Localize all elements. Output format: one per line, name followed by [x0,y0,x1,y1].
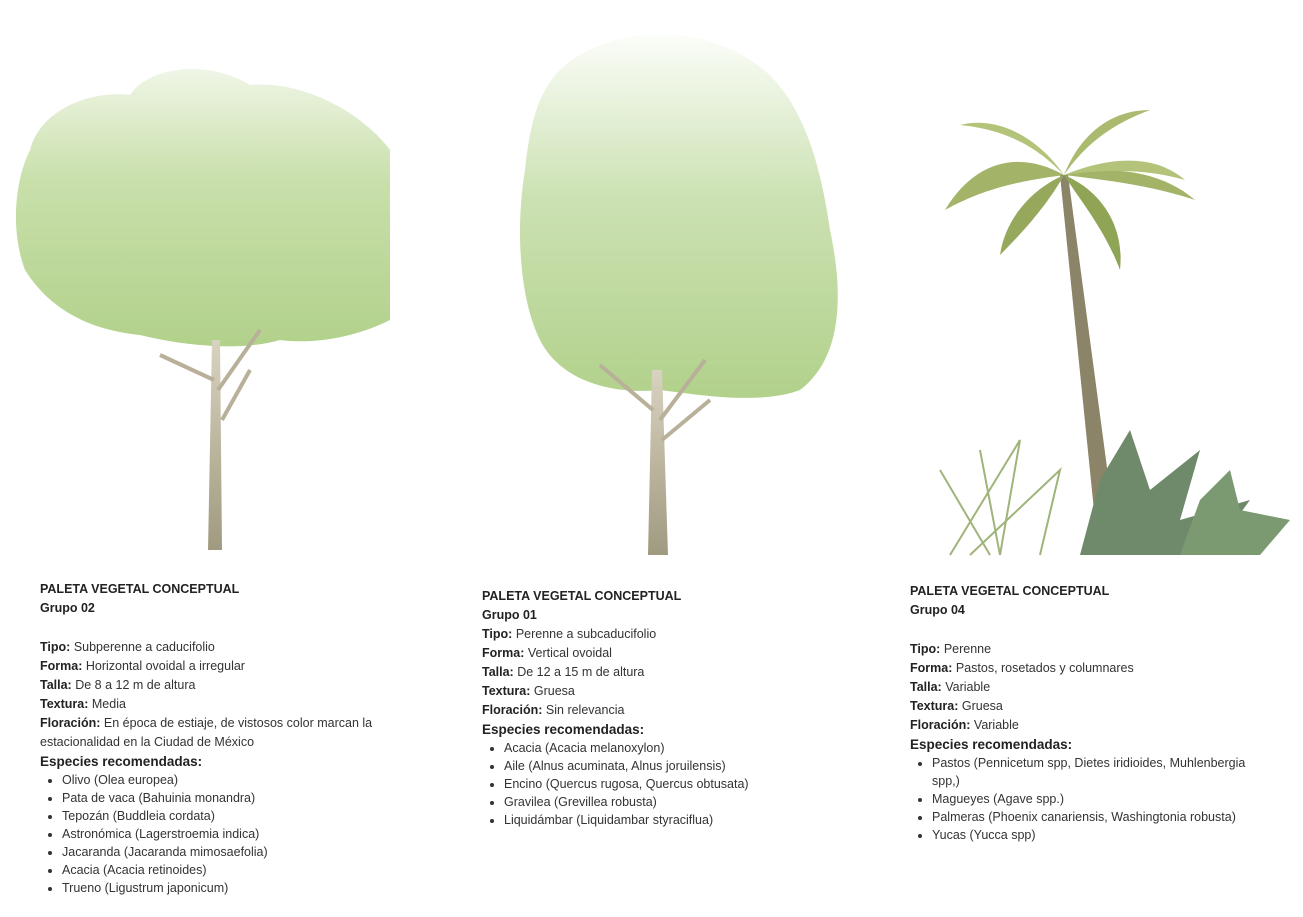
property-label: Forma: [482,646,524,660]
property: Floración: En época de estiaje, de visto… [40,714,390,752]
property: Forma: Horizontal ovoidal a irregular [40,657,390,676]
heading: PALETA VEGETAL CONCEPTUAL [910,582,1260,601]
species-item: Trueno (Ligustrum japonicum) [62,879,390,897]
property-label: Floración: [40,716,100,730]
property-label: Textura: [482,684,530,698]
property-value: Pastos, rosetados y columnares [956,661,1134,675]
property: Tipo: Perenne [910,640,1260,659]
species-heading: Especies recomendadas: [482,720,862,739]
group-label: Grupo 04 [910,601,1260,620]
property-value: Horizontal ovoidal a irregular [86,659,245,673]
heading: PALETA VEGETAL CONCEPTUAL [40,580,390,599]
property-label: Forma: [40,659,82,673]
property: Talla: De 8 a 12 m de altura [40,676,390,695]
species-item: Pastos (Pennicetum spp, Dietes iridioide… [932,754,1262,790]
species-item: Astronómica (Lagerstroemia indica) [62,825,390,843]
species-item: Palmeras (Phoenix canariensis, Washingto… [932,808,1262,826]
page: PALETA VEGETAL CONCEPTUALGrupo 02Tipo: S… [0,0,1303,917]
property: Textura: Media [40,695,390,714]
species-heading: Especies recomendadas: [910,735,1260,754]
property-value: Media [92,697,126,711]
species-item: Magueyes (Agave spp.) [932,790,1262,808]
species-item: Olivo (Olea europea) [62,771,390,789]
palm-group-04 [940,110,1290,555]
property: Tipo: Subperenne a caducifolio [40,638,390,657]
species-item: Yucas (Yucca spp) [932,826,1262,844]
property-value: Variable [945,680,990,694]
property-value: Sin relevancia [546,703,625,717]
group-label: Grupo 02 [40,599,390,618]
property: Tipo: Perenne a subcaducifolio [482,625,862,644]
property: Floración: Variable [910,716,1260,735]
property-label: Textura: [40,697,88,711]
species-list: Acacia (Acacia melanoxylon)Aile (Alnus a… [482,739,862,829]
species-item: Pata de vaca (Bahuinia monandra) [62,789,390,807]
species-item: Tepozán (Buddleia cordata) [62,807,390,825]
property-label: Tipo: [482,627,512,641]
property-label: Talla: [40,678,72,692]
property-label: Talla: [482,665,514,679]
property-value: De 8 a 12 m de altura [75,678,195,692]
property-label: Talla: [910,680,942,694]
property-value: Gruesa [534,684,575,698]
property-label: Floración: [482,703,542,717]
property-label: Forma: [910,661,952,675]
property: Textura: Gruesa [482,682,862,701]
species-item: Jacaranda (Jacaranda mimosaefolia) [62,843,390,861]
property: Forma: Vertical ovoidal [482,644,862,663]
property-label: Textura: [910,699,958,713]
property-value: Subperenne a caducifolio [74,640,215,654]
species-list: Pastos (Pennicetum spp, Dietes iridioide… [910,754,1262,844]
property-value: Perenne a subcaducifolio [516,627,656,641]
property-label: Floración: [910,718,970,732]
group-label: Grupo 01 [482,606,862,625]
property: Talla: Variable [910,678,1260,697]
property: Forma: Pastos, rosetados y columnares [910,659,1260,678]
property: Talla: De 12 a 15 m de altura [482,663,862,682]
species-item: Acacia (Acacia retinoides) [62,861,390,879]
tree-group-01 [520,35,838,555]
property-label: Tipo: [910,642,940,656]
illustrations [0,0,1303,560]
species-list: Olivo (Olea europea)Pata de vaca (Bahuin… [40,771,390,897]
tree-group-02 [16,69,390,550]
property: Floración: Sin relevancia [482,701,862,720]
property-value: Gruesa [962,699,1003,713]
property: Textura: Gruesa [910,697,1260,716]
species-item: Aile (Alnus acuminata, Alnus joruilensis… [504,757,862,775]
species-item: Encino (Quercus rugosa, Quercus obtusata… [504,775,862,793]
species-item: Gravilea (Grevillea robusta) [504,793,862,811]
species-item: Acacia (Acacia melanoxylon) [504,739,862,757]
property-value: De 12 a 15 m de altura [517,665,644,679]
heading: PALETA VEGETAL CONCEPTUAL [482,587,862,606]
property-value: Variable [974,718,1019,732]
species-item: Liquidámbar (Liquidambar styraciflua) [504,811,862,829]
property-value: Vertical ovoidal [528,646,612,660]
property-label: Tipo: [40,640,70,654]
species-heading: Especies recomendadas: [40,752,390,771]
property-value: Perenne [944,642,991,656]
